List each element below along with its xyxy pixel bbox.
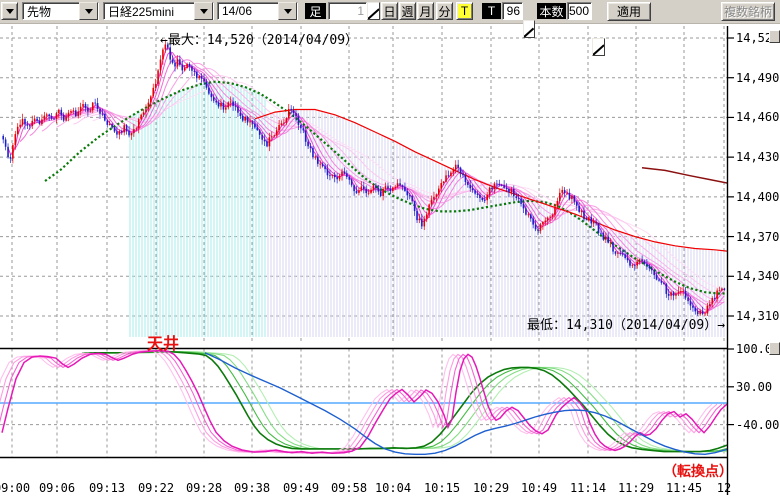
contract-month-value: 14/06 <box>222 4 253 18</box>
time-tick-label: 10:04 <box>374 481 412 495</box>
turning-point-annotation: （転換点） <box>663 463 733 479</box>
max-price-annotation: ←最大：14,520（2014/04/09） <box>160 33 359 48</box>
time-tick-label: 09:58 <box>330 481 368 495</box>
time-tick-label: 12 <box>716 481 732 495</box>
symbol-dropdown-button[interactable] <box>194 2 213 20</box>
chevron-down-icon <box>5 8 14 14</box>
time-tick-label: 11:29 <box>617 481 655 495</box>
interval-input[interactable]: 1 <box>328 2 367 20</box>
period-day-button[interactable]: 日 <box>381 2 398 20</box>
symbol-combobox[interactable]: 日経225mini <box>103 2 214 20</box>
apply-button[interactable]: 適用 <box>607 2 651 21</box>
indicator-tick-label: 100.00 <box>736 342 780 356</box>
time-tick-label: 09:22 <box>137 481 175 495</box>
price-tick-label: 14,370 <box>736 229 780 244</box>
bars-count-input[interactable]: 500 <box>567 2 592 20</box>
price-tick-label: 14,430 <box>736 150 780 165</box>
chevron-down-icon <box>84 8 93 14</box>
price-tick-label: 14,400 <box>736 189 780 204</box>
tick-label: T <box>482 3 501 19</box>
collapsed-combo-dropdown-button[interactable] <box>1 2 18 20</box>
period-tick-button[interactable]: T <box>456 2 473 20</box>
contract-month-combobox[interactable]: 14/06 <box>217 2 298 20</box>
indicator-tick-label: 30.00 <box>736 379 773 394</box>
period-month-button[interactable]: 月 <box>417 2 434 20</box>
tick-count-spinner[interactable] <box>523 20 535 38</box>
bars-label: 本数 <box>537 3 566 19</box>
period-minute-button[interactable]: 分 <box>436 2 453 20</box>
multi-symbol-button[interactable]: 複数銘柄 <box>721 2 775 21</box>
category-combobox[interactable]: 先物 <box>22 2 99 20</box>
price-tick-label: 14,490 <box>736 70 780 85</box>
time-tick-label: 09:38 <box>233 481 271 495</box>
time-tick-label: 11:45 <box>665 481 703 495</box>
pane-splitter-button-middle[interactable] <box>769 342 780 355</box>
period-week-button[interactable]: 週 <box>399 2 416 20</box>
bars-count-spinner[interactable] <box>592 38 605 56</box>
tick-count-input[interactable]: 96 <box>502 2 523 20</box>
time-tick-label: 11:14 <box>569 481 607 495</box>
toolbar: 先物 日経225mini 14/06 足 1 日 週 月 分 T T 96 本数… <box>0 0 780 56</box>
time-tick-label: 09:13 <box>88 481 126 495</box>
chevron-down-icon <box>283 8 292 14</box>
time-tick-label: 09:00 <box>0 481 31 495</box>
ashi-label: 足 <box>305 3 326 19</box>
price-tick-label: 14,310 <box>736 309 780 323</box>
time-tick-label: 09:06 <box>38 481 76 495</box>
time-tick-label: 09:28 <box>185 481 223 495</box>
min-price-annotation: 最低：14,310（2014/04/09）→ <box>527 318 726 333</box>
category-dropdown-button[interactable] <box>79 2 98 20</box>
indicator-tick-label: -40.00 <box>736 417 780 432</box>
time-tick-label: 10:49 <box>520 481 558 495</box>
category-value: 先物 <box>27 4 52 19</box>
chevron-down-icon <box>199 8 208 14</box>
time-tick-label: 09:49 <box>282 481 320 495</box>
price-tick-label: 14,340 <box>736 269 780 284</box>
time-tick-label: 10:15 <box>423 481 461 495</box>
price-tick-label: 14,460 <box>736 110 780 125</box>
contract-dropdown-button[interactable] <box>278 2 297 20</box>
ceiling-annotation: 天井 <box>147 336 180 353</box>
symbol-value: 日経225mini <box>108 4 175 19</box>
price-tick-label: 14,520 <box>736 31 780 45</box>
interval-spinner[interactable] <box>367 2 380 20</box>
pane-splitter-button-top[interactable] <box>769 30 780 43</box>
time-tick-label: 10:29 <box>472 481 510 495</box>
